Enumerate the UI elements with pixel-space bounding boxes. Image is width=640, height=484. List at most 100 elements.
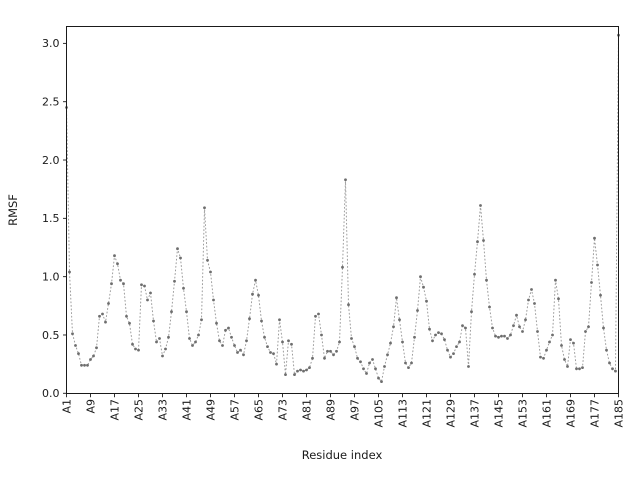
data-point — [431, 339, 434, 343]
data-point — [557, 297, 560, 301]
data-point — [440, 332, 443, 336]
data-point — [470, 310, 473, 314]
x-tick-label: A49 — [205, 399, 218, 421]
x-tick-label: A89 — [325, 399, 338, 421]
data-point — [275, 362, 278, 366]
data-point — [191, 344, 194, 347]
data-point — [602, 326, 605, 330]
data-point — [521, 330, 524, 333]
data-point — [209, 270, 212, 274]
x-tick-label: A97 — [349, 399, 362, 421]
data-point — [443, 338, 446, 341]
data-point — [524, 318, 527, 322]
data-point — [548, 340, 551, 344]
y-tick-label: 0.0 — [42, 387, 60, 400]
data-point — [401, 340, 404, 344]
data-point — [503, 334, 506, 338]
data-point — [170, 310, 173, 314]
data-point — [578, 367, 581, 371]
data-point — [332, 353, 335, 357]
data-point — [143, 284, 146, 288]
data-point — [260, 319, 263, 323]
x-tick-label: A33 — [157, 399, 170, 421]
data-point — [245, 339, 248, 343]
data-point — [308, 366, 311, 369]
x-tick-label: A9 — [85, 399, 98, 414]
x-tick-label: A41 — [181, 399, 194, 421]
data-point — [572, 341, 575, 345]
data-series-markers — [65, 33, 620, 383]
data-point — [254, 278, 257, 282]
x-tick-label: A65 — [253, 399, 266, 421]
y-tick-label: 0.5 — [42, 329, 60, 342]
data-point — [278, 318, 281, 322]
data-point — [398, 318, 401, 322]
data-point — [218, 339, 221, 343]
data-point — [410, 361, 413, 365]
data-point — [107, 302, 110, 305]
data-point — [86, 363, 89, 367]
data-point — [596, 263, 599, 267]
data-point — [593, 236, 596, 240]
data-point — [287, 339, 290, 343]
data-point — [407, 366, 410, 369]
x-tick-label: A113 — [397, 399, 410, 428]
data-point — [326, 349, 329, 353]
data-point — [80, 363, 83, 367]
data-point — [569, 338, 572, 341]
data-point — [500, 334, 503, 338]
data-point — [215, 321, 218, 325]
data-point — [491, 326, 494, 330]
data-point — [518, 325, 521, 329]
y-tick-label: 2.0 — [42, 154, 60, 167]
data-point — [134, 347, 137, 351]
data-point — [590, 281, 593, 284]
data-point — [167, 335, 170, 339]
data-point — [197, 333, 200, 337]
data-point — [317, 312, 320, 316]
y-tick-label: 3.0 — [42, 37, 60, 50]
data-point — [584, 330, 587, 333]
data-point — [386, 353, 389, 357]
data-point — [566, 365, 569, 368]
data-point — [587, 325, 590, 329]
data-point — [323, 356, 326, 360]
data-point — [455, 345, 458, 348]
data-point — [485, 278, 488, 282]
data-point — [482, 239, 485, 242]
data-point — [542, 356, 545, 360]
data-point — [434, 333, 437, 337]
data-point — [350, 337, 353, 340]
data-point — [359, 360, 362, 364]
x-axis: A1 A9 A17 A25 A33 A41 A49 A57 A65 A73 A81 A89 A97 A10… — [61, 393, 626, 428]
data-point — [224, 328, 227, 332]
data-point — [395, 296, 398, 300]
data-point — [392, 325, 395, 329]
data-point — [185, 310, 188, 314]
data-point — [239, 348, 242, 352]
data-point — [188, 337, 191, 340]
data-point — [356, 356, 359, 360]
data-point — [290, 342, 293, 346]
x-tick-label: A121 — [421, 399, 434, 428]
data-point — [437, 331, 440, 334]
data-point — [146, 298, 149, 302]
data-point — [449, 355, 452, 359]
data-point — [509, 333, 512, 337]
data-point — [200, 318, 203, 322]
data-point — [251, 292, 254, 296]
data-point — [179, 256, 182, 260]
x-tick-label: A1 — [61, 399, 74, 414]
data-point — [236, 351, 239, 354]
data-point — [458, 340, 461, 344]
data-point — [248, 317, 251, 321]
data-point — [116, 262, 119, 266]
data-point — [563, 358, 566, 361]
data-point — [515, 313, 518, 317]
data-point — [536, 330, 539, 333]
data-point — [203, 206, 206, 210]
data-point — [497, 335, 500, 339]
data-point — [446, 348, 449, 352]
